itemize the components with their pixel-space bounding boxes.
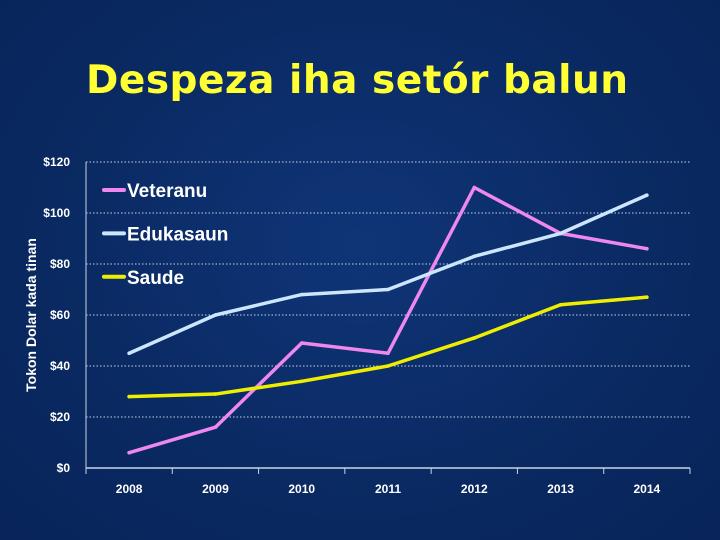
axes	[85, 162, 691, 474]
data-point-veteranu	[386, 351, 390, 356]
legend-label-veteranu: Veteranu	[127, 181, 207, 202]
y-tick-label: $20	[50, 410, 70, 424]
data-point-edukasaun	[472, 254, 477, 259]
y-tick-label: $100	[43, 206, 70, 220]
series-line-saude	[127, 295, 649, 399]
x-tick-label: 2009	[202, 482, 229, 496]
data-point-edukasaun	[558, 231, 563, 236]
y-axis-label: Tokon Dolar kada tinan	[23, 238, 39, 392]
slide-title: Despeza iha setór balun	[86, 58, 629, 103]
data-point-veteranu	[299, 341, 304, 345]
series-line-edukasaun	[127, 193, 649, 355]
data-point-edukasaun	[127, 351, 131, 356]
legend: Veteranu Edukasaun Saude	[102, 181, 228, 289]
data-point-saude	[558, 303, 563, 307]
x-tick-label: 2011	[375, 482, 401, 496]
data-point-edukasaun	[213, 313, 218, 317]
data-point-saude	[472, 336, 477, 340]
y-tick-label: $60	[50, 308, 70, 322]
data-point-saude	[299, 379, 304, 384]
x-tick-label: 2010	[288, 482, 315, 496]
legend-label-saude: Saude	[127, 268, 184, 289]
y-tick-label: $80	[50, 257, 70, 271]
data-point-saude	[127, 394, 131, 399]
data-point-veteranu	[645, 246, 649, 251]
data-point-saude	[213, 392, 218, 396]
legend-label-edukasaun: Edukasaun	[127, 224, 228, 245]
data-point-saude	[386, 364, 390, 368]
data-point-veteranu	[472, 185, 477, 190]
x-tick-label: 2008	[116, 482, 143, 496]
data-point-saude	[645, 295, 649, 299]
data-point-edukasaun	[386, 287, 390, 292]
y-tick-label: $0	[57, 461, 71, 475]
series-lines	[127, 185, 649, 455]
y-tick-label: $120	[43, 155, 70, 169]
data-point-edukasaun	[299, 292, 304, 297]
x-tick-label: 2012	[461, 482, 488, 496]
y-tick-label: $40	[50, 359, 70, 373]
data-point-veteranu	[213, 425, 218, 430]
x-tick-label: 2013	[547, 482, 574, 496]
x-tick-label: 2014	[634, 482, 661, 496]
y-tick-labels: $0 $20 $40 $60 $80 $100 $120	[43, 155, 70, 475]
data-point-veteranu	[127, 450, 131, 455]
data-point-edukasaun	[645, 193, 649, 197]
x-tick-labels: 2008 2009 2010 2011 2012 2013 2014	[116, 482, 661, 496]
